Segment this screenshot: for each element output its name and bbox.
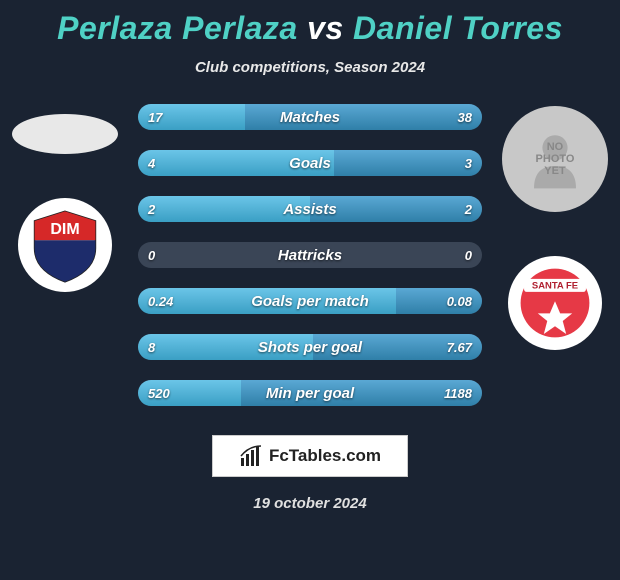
stats-bars: 1738Matches 43Goals 22Assists 00Hattricks 0.… xyxy=(138,104,482,426)
stat-label: Min per goal xyxy=(138,380,482,406)
stat-label: Assists xyxy=(138,196,482,222)
player1-club-badge: DIM xyxy=(18,198,112,292)
player2-club-badge: SANTA FE xyxy=(508,256,602,350)
brand-text: FcTables.com xyxy=(269,446,381,466)
chart-icon xyxy=(239,444,263,468)
right-player-column: NOPHOTOYET SANTA FE xyxy=(490,104,620,350)
date-text: 19 october 2024 xyxy=(253,495,366,512)
page-title: Perlaza Perlaza vs Daniel Torres xyxy=(0,0,620,47)
stat-label: Shots per goal xyxy=(138,334,482,360)
stat-label: Hattricks xyxy=(138,242,482,268)
title-player2: Daniel Torres xyxy=(353,10,563,46)
stat-row: 5201188Min per goal xyxy=(138,380,482,406)
stat-label: Matches xyxy=(138,104,482,130)
stat-row: 22Assists xyxy=(138,196,482,222)
player2-photo-placeholder: NOPHOTOYET xyxy=(502,106,608,212)
stat-label: Goals per match xyxy=(138,288,482,314)
svg-text:DIM: DIM xyxy=(50,221,79,238)
left-player-column: DIM xyxy=(0,104,130,292)
stat-row: 00Hattricks xyxy=(138,242,482,268)
stat-row: 43Goals xyxy=(138,150,482,176)
stat-label: Goals xyxy=(138,150,482,176)
brand-box[interactable]: FcTables.com xyxy=(212,435,408,477)
stat-row: 0.240.08Goals per match xyxy=(138,288,482,314)
stat-row: 1738Matches xyxy=(138,104,482,130)
dim-shield-icon: DIM xyxy=(25,205,105,285)
no-photo-label: NOPHOTOYET xyxy=(536,141,575,177)
stat-row: 87.67Shots per goal xyxy=(138,334,482,360)
santafe-badge-icon: SANTA FE xyxy=(512,260,598,346)
title-vs: vs xyxy=(307,10,344,46)
title-player1: Perlaza Perlaza xyxy=(57,10,298,46)
player1-photo-placeholder xyxy=(12,114,118,154)
footer: FcTables.com 19 october 2024 xyxy=(0,435,620,512)
subtitle: Club competitions, Season 2024 xyxy=(0,59,620,76)
comparison-content: DIM NOPHOTOYET SANTA FE 1738Matches43 xyxy=(0,104,620,424)
svg-text:SANTA FE: SANTA FE xyxy=(532,280,578,291)
